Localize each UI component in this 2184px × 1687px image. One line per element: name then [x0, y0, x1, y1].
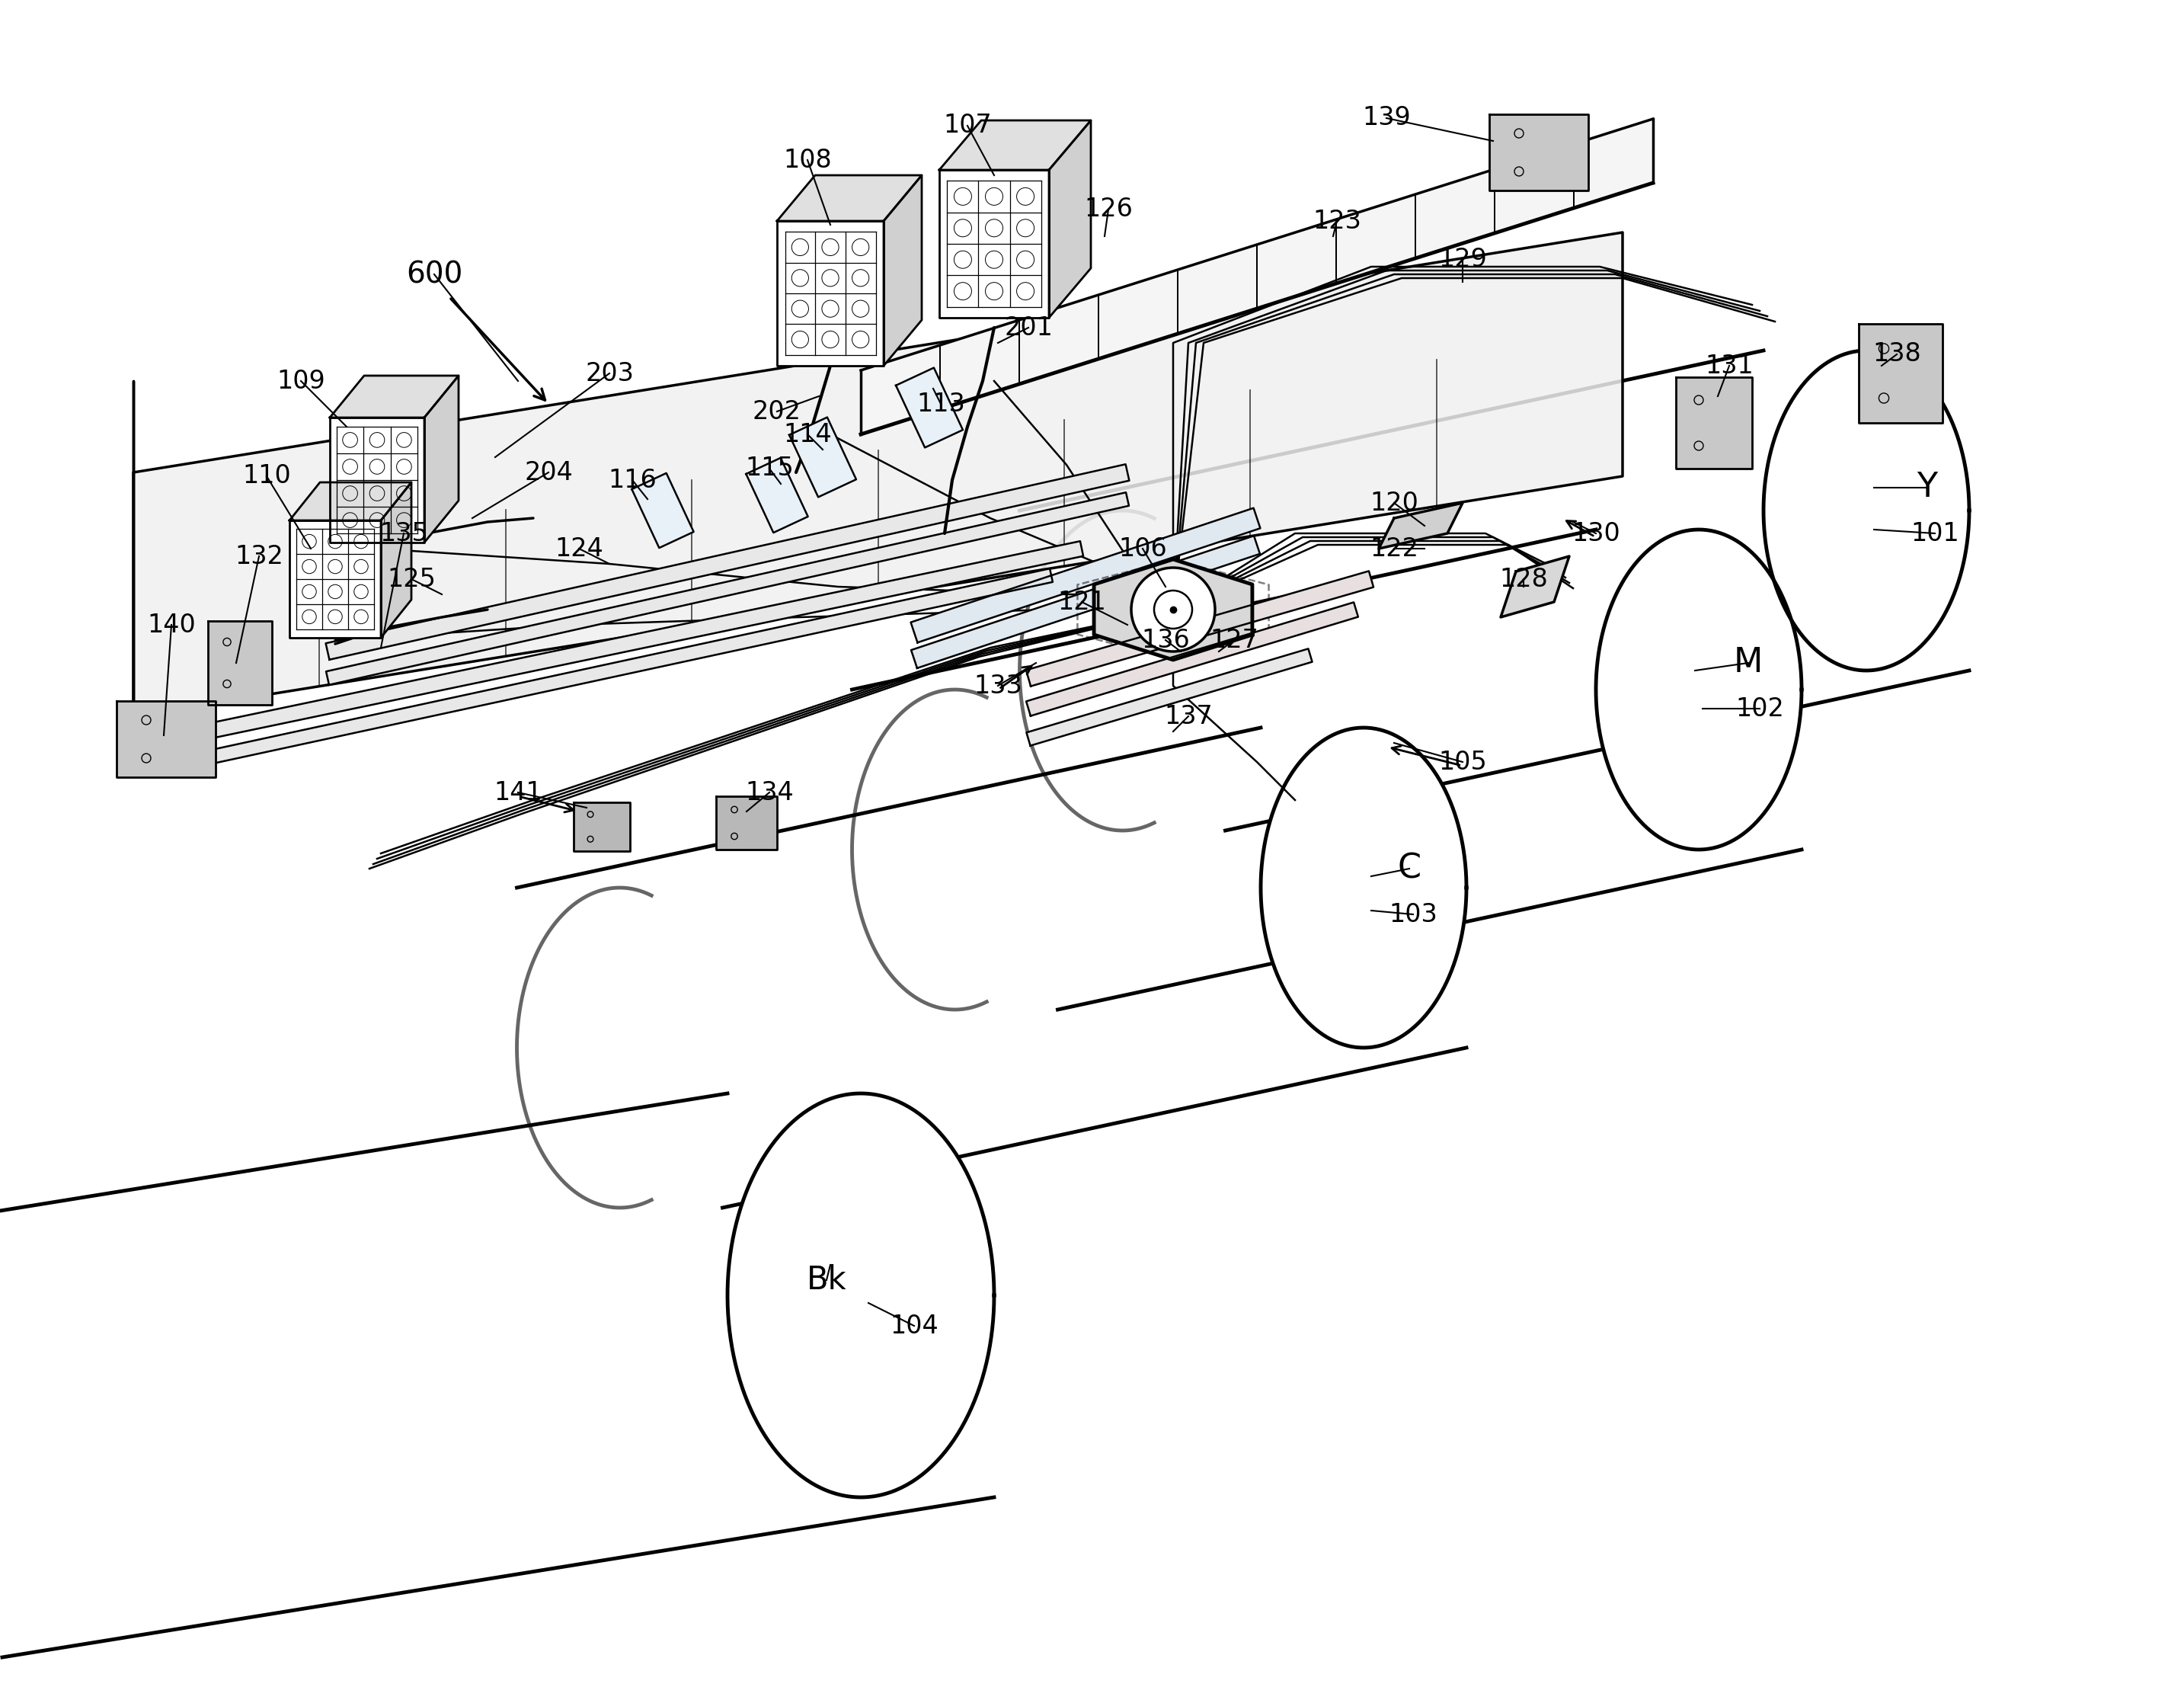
Text: 138: 138	[1872, 342, 1922, 366]
Text: 106: 106	[1118, 536, 1166, 562]
Polygon shape	[911, 508, 1260, 643]
Text: 110: 110	[242, 464, 290, 489]
Text: 108: 108	[784, 147, 832, 172]
Text: 128: 128	[1498, 567, 1548, 592]
Polygon shape	[1026, 602, 1358, 715]
Text: 123: 123	[1313, 209, 1361, 233]
Text: 141: 141	[494, 779, 542, 805]
Polygon shape	[727, 1093, 994, 1498]
Text: 124: 124	[555, 536, 603, 562]
Polygon shape	[1048, 120, 1090, 317]
Polygon shape	[325, 464, 1129, 660]
Text: 136: 136	[1142, 628, 1190, 653]
Circle shape	[1131, 567, 1214, 651]
Text: Y: Y	[1918, 471, 1937, 504]
Polygon shape	[151, 569, 1053, 776]
Text: 135: 135	[380, 521, 428, 547]
Polygon shape	[885, 175, 922, 366]
Polygon shape	[1094, 560, 1251, 660]
Polygon shape	[424, 376, 459, 543]
Text: 115: 115	[745, 455, 793, 481]
Polygon shape	[778, 221, 885, 366]
Polygon shape	[330, 376, 459, 418]
Polygon shape	[518, 727, 1465, 1208]
Text: 122: 122	[1369, 536, 1417, 562]
Polygon shape	[116, 702, 216, 778]
Text: 137: 137	[1164, 703, 1212, 729]
Polygon shape	[1762, 351, 1970, 670]
Text: 201: 201	[1005, 315, 1053, 341]
Text: 105: 105	[1439, 749, 1487, 774]
Text: 120: 120	[1369, 491, 1417, 516]
Polygon shape	[788, 417, 856, 498]
Polygon shape	[151, 542, 1083, 751]
Text: 114: 114	[784, 422, 832, 447]
Text: Bk: Bk	[806, 1264, 847, 1296]
Polygon shape	[290, 520, 380, 638]
Polygon shape	[133, 233, 1623, 717]
Text: 102: 102	[1736, 697, 1784, 722]
Text: 101: 101	[1911, 521, 1959, 547]
Text: 140: 140	[146, 612, 197, 638]
Text: 129: 129	[1439, 246, 1487, 272]
Text: 204: 204	[524, 461, 572, 484]
Text: 139: 139	[1363, 106, 1411, 130]
Polygon shape	[1675, 378, 1752, 469]
Text: 203: 203	[585, 361, 633, 386]
Polygon shape	[290, 482, 411, 520]
Text: 121: 121	[1057, 589, 1105, 614]
Polygon shape	[939, 120, 1090, 170]
Text: 132: 132	[234, 543, 284, 569]
Polygon shape	[1260, 727, 1465, 1048]
Text: 107: 107	[943, 113, 992, 138]
Polygon shape	[1500, 557, 1570, 617]
Text: 134: 134	[745, 779, 793, 805]
Polygon shape	[747, 457, 808, 533]
Text: M: M	[1734, 646, 1762, 680]
Text: 131: 131	[1706, 353, 1754, 378]
Polygon shape	[852, 530, 1802, 1009]
Text: 127: 127	[1210, 628, 1258, 653]
Text: 133: 133	[974, 673, 1022, 698]
Polygon shape	[1378, 503, 1463, 548]
Text: C: C	[1398, 852, 1422, 886]
Polygon shape	[911, 536, 1260, 668]
Polygon shape	[325, 493, 1129, 685]
Polygon shape	[631, 472, 695, 548]
Text: 600: 600	[406, 260, 463, 288]
Text: 116: 116	[607, 467, 657, 493]
Polygon shape	[860, 118, 1653, 434]
Polygon shape	[1597, 530, 1802, 850]
Polygon shape	[1020, 351, 1970, 830]
Polygon shape	[0, 1093, 994, 1657]
Text: 125: 125	[387, 567, 435, 592]
Text: 103: 103	[1389, 903, 1437, 926]
Text: 109: 109	[277, 368, 325, 393]
Polygon shape	[778, 175, 922, 221]
Polygon shape	[380, 482, 411, 638]
Text: 130: 130	[1572, 521, 1621, 547]
Text: 126: 126	[1083, 197, 1133, 223]
Polygon shape	[1489, 115, 1588, 191]
Polygon shape	[895, 368, 963, 447]
Text: 104: 104	[889, 1312, 939, 1338]
Polygon shape	[939, 170, 1048, 317]
Polygon shape	[716, 796, 778, 850]
Polygon shape	[1859, 324, 1942, 423]
Polygon shape	[207, 621, 273, 705]
Polygon shape	[1026, 570, 1374, 687]
Polygon shape	[574, 803, 629, 852]
Polygon shape	[1026, 649, 1313, 746]
Polygon shape	[330, 418, 424, 543]
Text: 202: 202	[753, 398, 802, 423]
Text: 113: 113	[917, 391, 965, 417]
